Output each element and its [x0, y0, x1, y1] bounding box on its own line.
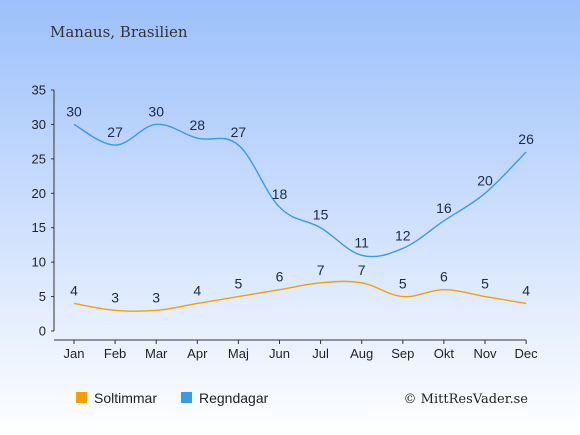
y-tick-label: 5: [39, 289, 46, 304]
data-label-soltimmar: 4: [193, 282, 201, 298]
data-label-regndagar: 18: [272, 186, 288, 202]
series-layer: [73, 123, 527, 312]
x-tick-label: Nov: [473, 346, 497, 361]
legend-label-soltimmar: Soltimmar: [94, 390, 157, 406]
credit-text: © MittResVader.se: [404, 392, 529, 407]
data-label-soltimmar: 3: [111, 289, 119, 305]
data-label-soltimmar: 5: [481, 276, 489, 292]
legend: Soltimmar Regndagar: [76, 390, 269, 406]
data-label-regndagar: 28: [190, 117, 206, 133]
y-tick-label: 0: [39, 324, 46, 339]
x-tick-label: Maj: [228, 346, 249, 361]
chart-title: Manaus, Brasilien: [50, 23, 188, 41]
data-labels: 4 3 3 4 5 6 7 7 5 6 5 4 30 27 30 28 27 18 15 11 12 16 20 26: [66, 103, 534, 305]
data-label-regndagar: 20: [477, 172, 493, 188]
x-tick-label: Jan: [64, 346, 85, 361]
legend-label-regndagar: Regndagar: [199, 390, 269, 406]
x-tick-label: Apr: [187, 346, 208, 361]
legend-swatch-soltimmar: [76, 392, 87, 403]
data-label-regndagar: 11: [354, 234, 369, 250]
x-tick-label: Mar: [145, 346, 168, 361]
data-label-soltimmar: 4: [522, 282, 530, 298]
x-tick-label: Jun: [269, 346, 290, 361]
data-label-regndagar: 30: [148, 103, 164, 119]
series-line-regndagar: [73, 123, 527, 258]
y-tick-label: 30: [32, 117, 46, 132]
data-label-regndagar: 15: [313, 207, 329, 223]
x-tick-label: Jul: [312, 346, 329, 361]
x-tick-label: Sep: [391, 346, 414, 361]
data-label-soltimmar: 7: [358, 262, 366, 278]
x-tick-label: Okt: [434, 346, 455, 361]
data-label-regndagar: 27: [107, 124, 123, 140]
data-label-regndagar: 16: [436, 200, 452, 216]
y-tick-label: 10: [32, 255, 46, 270]
data-label-regndagar: 12: [395, 227, 411, 243]
y-tick-label: 35: [32, 83, 46, 98]
data-label-soltimmar: 7: [317, 262, 325, 278]
data-label-regndagar: 26: [518, 131, 534, 147]
data-label-soltimmar: 3: [152, 289, 160, 305]
data-label-soltimmar: 5: [235, 276, 243, 292]
data-label-regndagar: 27: [231, 124, 247, 140]
data-label-soltimmar: 5: [399, 276, 407, 292]
data-label-soltimmar: 4: [70, 282, 78, 298]
y-tick-label: 15: [32, 220, 46, 235]
series-line-soltimmar: [73, 280, 527, 312]
legend-swatch-regndagar: [181, 392, 192, 403]
data-label-soltimmar: 6: [276, 269, 284, 285]
x-tick-label: Aug: [350, 346, 373, 361]
x-tick-label: Feb: [104, 346, 126, 361]
x-tick-label: Dec: [515, 346, 539, 361]
y-tick-label: 25: [32, 151, 46, 166]
data-label-soltimmar: 6: [440, 269, 448, 285]
data-label-regndagar: 30: [66, 103, 82, 119]
y-tick-label: 20: [32, 186, 46, 201]
